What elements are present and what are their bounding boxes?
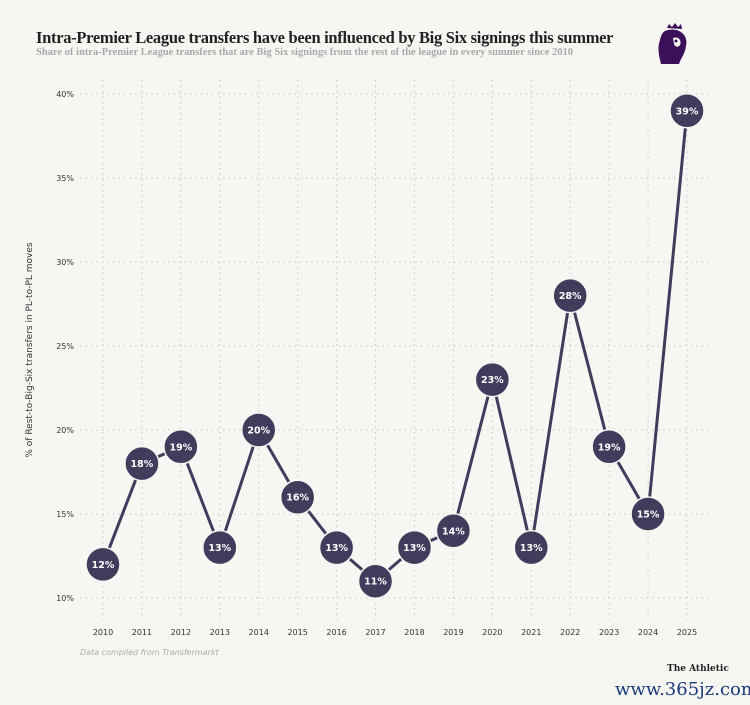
y-tick-label: 10% <box>56 594 74 603</box>
data-label: 12% <box>92 560 115 571</box>
x-tick-label: 2018 <box>404 628 424 637</box>
data-point <box>202 529 238 566</box>
data-label: 11% <box>364 577 387 588</box>
data-point <box>396 529 433 566</box>
x-tick-label: 2017 <box>365 628 385 637</box>
data-label: 15% <box>637 510 660 521</box>
data-point <box>474 361 511 398</box>
y-tick-label: 30% <box>56 258 74 267</box>
x-tick-label: 2019 <box>443 628 463 637</box>
data-point <box>552 277 588 314</box>
data-label: 28% <box>559 291 582 302</box>
data-point <box>630 496 666 532</box>
data-point <box>279 479 316 515</box>
x-tick-label: 2016 <box>326 628 346 637</box>
x-tick-label: 2010 <box>93 628 113 637</box>
data-label: 14% <box>442 526 465 537</box>
data-point <box>240 412 277 448</box>
data-label: 16% <box>286 493 309 504</box>
x-tick-label: 2023 <box>599 628 619 637</box>
x-tick-label: 2013 <box>210 628 230 637</box>
data-point <box>318 529 355 566</box>
x-tick-label: 2015 <box>287 628 307 637</box>
x-tick-label: 2014 <box>249 628 269 637</box>
brand-logo: The Athletic <box>667 664 729 674</box>
x-tick-label: 2024 <box>638 628 658 637</box>
x-tick-label: 2020 <box>482 628 502 637</box>
y-tick-label: 25% <box>56 342 74 351</box>
data-point <box>513 529 550 566</box>
data-point <box>357 563 394 599</box>
data-point <box>85 546 121 583</box>
x-tick-label: 2012 <box>171 628 191 637</box>
x-tick-label: 2025 <box>677 628 697 637</box>
data-point <box>124 445 160 482</box>
data-point <box>591 429 627 465</box>
data-label: 13% <box>208 543 231 554</box>
watermark: www.365jz.com <box>615 679 750 700</box>
data-label: 13% <box>325 543 348 554</box>
data-label: 18% <box>131 459 154 470</box>
y-tick-label: 35% <box>56 174 74 183</box>
data-point <box>435 513 472 549</box>
data-label: 20% <box>247 426 270 437</box>
data-label: 39% <box>676 106 699 117</box>
y-tick-label: 40% <box>56 90 74 99</box>
data-label: 13% <box>403 543 426 554</box>
data-point <box>669 93 705 129</box>
data-label: 13% <box>520 543 543 554</box>
chart-subtitle: Share of intra-Premier League transfers … <box>36 47 573 58</box>
x-tick-label: 2011 <box>132 628 152 637</box>
y-tick-label: 20% <box>56 426 74 435</box>
series-line <box>101 110 689 583</box>
premier-league-lion-logo <box>658 23 687 64</box>
y-tick-label: 15% <box>56 510 74 519</box>
x-tick-label: 2021 <box>521 628 541 637</box>
data-label: 23% <box>481 375 504 386</box>
data-label: 19% <box>169 442 192 453</box>
data-label: 19% <box>598 442 621 453</box>
data-point <box>163 429 199 465</box>
chart-title: Intra-Premier League transfers have been… <box>36 28 614 47</box>
source-note: Data compiled from Transfermarkt <box>80 648 219 657</box>
x-tick-label: 2022 <box>560 628 580 637</box>
